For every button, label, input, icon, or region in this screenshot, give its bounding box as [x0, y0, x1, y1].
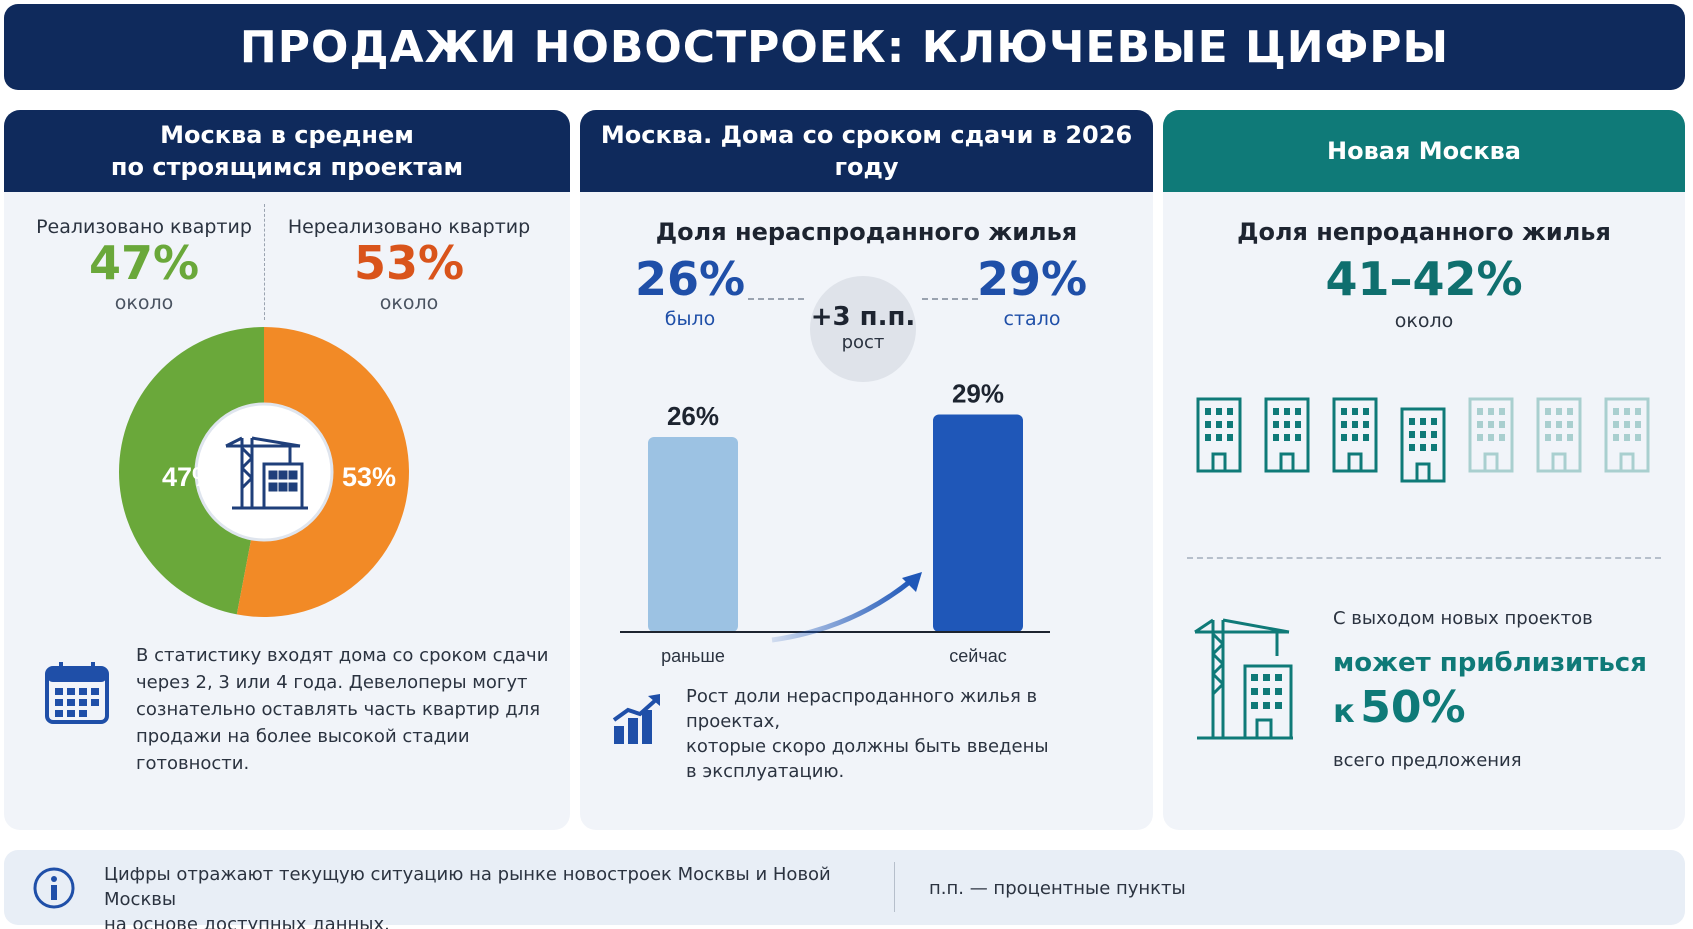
- donut-slice-sold: [119, 326, 265, 615]
- sold-label: Реализовано квартир: [36, 216, 252, 238]
- footer-abbr: п.п. — процентные пункты: [929, 878, 1186, 899]
- footer-text: Цифры отражают текущую ситуацию на рынке…: [104, 862, 864, 929]
- panel3-line2: может приблизиться: [1333, 648, 1647, 678]
- building-icon: [1196, 397, 1242, 473]
- panel3-value: 41–42%: [1325, 252, 1523, 306]
- panel-moscow-2026-header: Москва. Дома со сроком сдачи в 2026 году: [580, 110, 1153, 192]
- stat-divider: [264, 204, 265, 320]
- footer-divider: [894, 862, 895, 912]
- growth-arrow-head: [902, 572, 922, 592]
- panel3-line3-value: 50%: [1360, 682, 1466, 733]
- panel3-line3: к 50%: [1333, 682, 1466, 733]
- buildings-row: [1195, 396, 1655, 483]
- panel2-note-line1: Рост доли нераспроданного жилья в проект…: [686, 686, 1038, 732]
- building-icon: [1604, 397, 1650, 473]
- panel2-note-line2: которые скоро должны быть введены: [686, 736, 1049, 757]
- panel3-line3-prefix: к: [1333, 692, 1355, 730]
- crane-icon: [1194, 618, 1293, 740]
- building-icon: [1400, 407, 1446, 483]
- bar-data-label: 26%: [667, 401, 719, 431]
- panel-new-moscow: Новая Москва Доля непроданного жилья 41–…: [1163, 110, 1685, 830]
- after-value: 29%: [976, 252, 1088, 306]
- before-value: 26%: [634, 252, 746, 306]
- panel1-header-line1: Москва в среднем: [160, 121, 414, 149]
- panel2-subtitle: Доля нераспроданного жилья: [655, 218, 1078, 246]
- panel1-note-line4: продажи на более высокой стадии готовнос…: [136, 726, 470, 774]
- before-label: было: [664, 308, 716, 330]
- footer-line2: на основе доступных данных.: [104, 914, 390, 929]
- building-icon: [1468, 397, 1514, 473]
- change-badge: +3 п.п. рост: [810, 276, 916, 382]
- growth-chart-icon: [612, 694, 660, 744]
- panel1-note-line1: В статистику входят дома со сроком сдачи: [136, 645, 549, 666]
- calendar-icon: [45, 662, 109, 724]
- panel3-divider: [1187, 557, 1661, 559]
- bar-data-label: 29%: [952, 379, 1004, 409]
- sold-note: около: [114, 292, 174, 314]
- footer-line1: Цифры отражают текущую ситуацию на рынке…: [104, 864, 831, 910]
- panel3-line4: всего предложения: [1333, 750, 1522, 771]
- after-label: стало: [1003, 308, 1061, 330]
- panel3-subtitle: Доля непроданного жилья: [1237, 218, 1611, 246]
- unsold-label: Нереализовано квартир: [287, 216, 531, 238]
- footer: Цифры отражают текущую ситуацию на рынке…: [4, 850, 1685, 929]
- unsold-value: 53%: [353, 236, 465, 290]
- panel1-note-line2: через 2, 3 или 4 года. Девелоперы могут: [136, 672, 528, 693]
- panel3-value-note: около: [1394, 310, 1454, 332]
- sold-value: 47%: [88, 236, 200, 290]
- info-icon: [33, 867, 75, 909]
- bar-сейчас: [933, 414, 1023, 632]
- growth-arrow: [771, 578, 914, 643]
- panel2-note-line3: в эксплуатацию.: [686, 761, 845, 782]
- panel-moscow-2026: Москва. Дома со сроком сдачи в 2026 году…: [580, 110, 1153, 830]
- bar-раньше: [648, 437, 738, 632]
- building-icon: [1536, 397, 1582, 473]
- panel-moscow-average: Москва в среднем по строящимся проектам …: [4, 110, 570, 830]
- donut-label-unsold: 53%: [342, 462, 396, 492]
- bar-category-label: сейчас: [949, 646, 1006, 666]
- building-icon: [1264, 397, 1310, 473]
- donut-label-sold: 47%: [162, 462, 216, 492]
- panel1-note-line3: сознательно оставлять часть квартир для: [136, 699, 541, 720]
- unsold-note: около: [379, 292, 439, 314]
- title-banner: ПРОДАЖИ НОВОСТРОЕК: КЛЮЧЕВЫЕ ЦИФРЫ: [4, 4, 1685, 90]
- dash-right: [922, 298, 978, 300]
- bar-category-label: раньше: [661, 646, 725, 666]
- panel1-note: В статистику входят дома со сроком сдачи…: [136, 642, 556, 777]
- change-value: +3 п.п.: [810, 302, 916, 332]
- page-title: ПРОДАЖИ НОВОСТРОЕК: КЛЮЧЕВЫЕ ЦИФРЫ: [239, 21, 1450, 73]
- panel1-header-line2: по строящимся проектам: [110, 153, 464, 181]
- panel-new-moscow-header: Новая Москва: [1163, 110, 1685, 192]
- panel-moscow-average-header: Москва в среднем по строящимся проектам: [4, 110, 570, 192]
- building-icon: [1332, 397, 1378, 473]
- bar-chart: 26% раньше 29% сейчас: [620, 379, 1050, 666]
- panel3-line1: С выходом новых проектов: [1333, 608, 1593, 629]
- dash-left: [748, 298, 804, 300]
- crane-building-icon: [225, 436, 308, 510]
- change-label: рост: [841, 332, 885, 353]
- donut-chart: 47% 53%: [119, 326, 409, 617]
- panel2-note: Рост доли нераспроданного жилья в проект…: [686, 684, 1126, 784]
